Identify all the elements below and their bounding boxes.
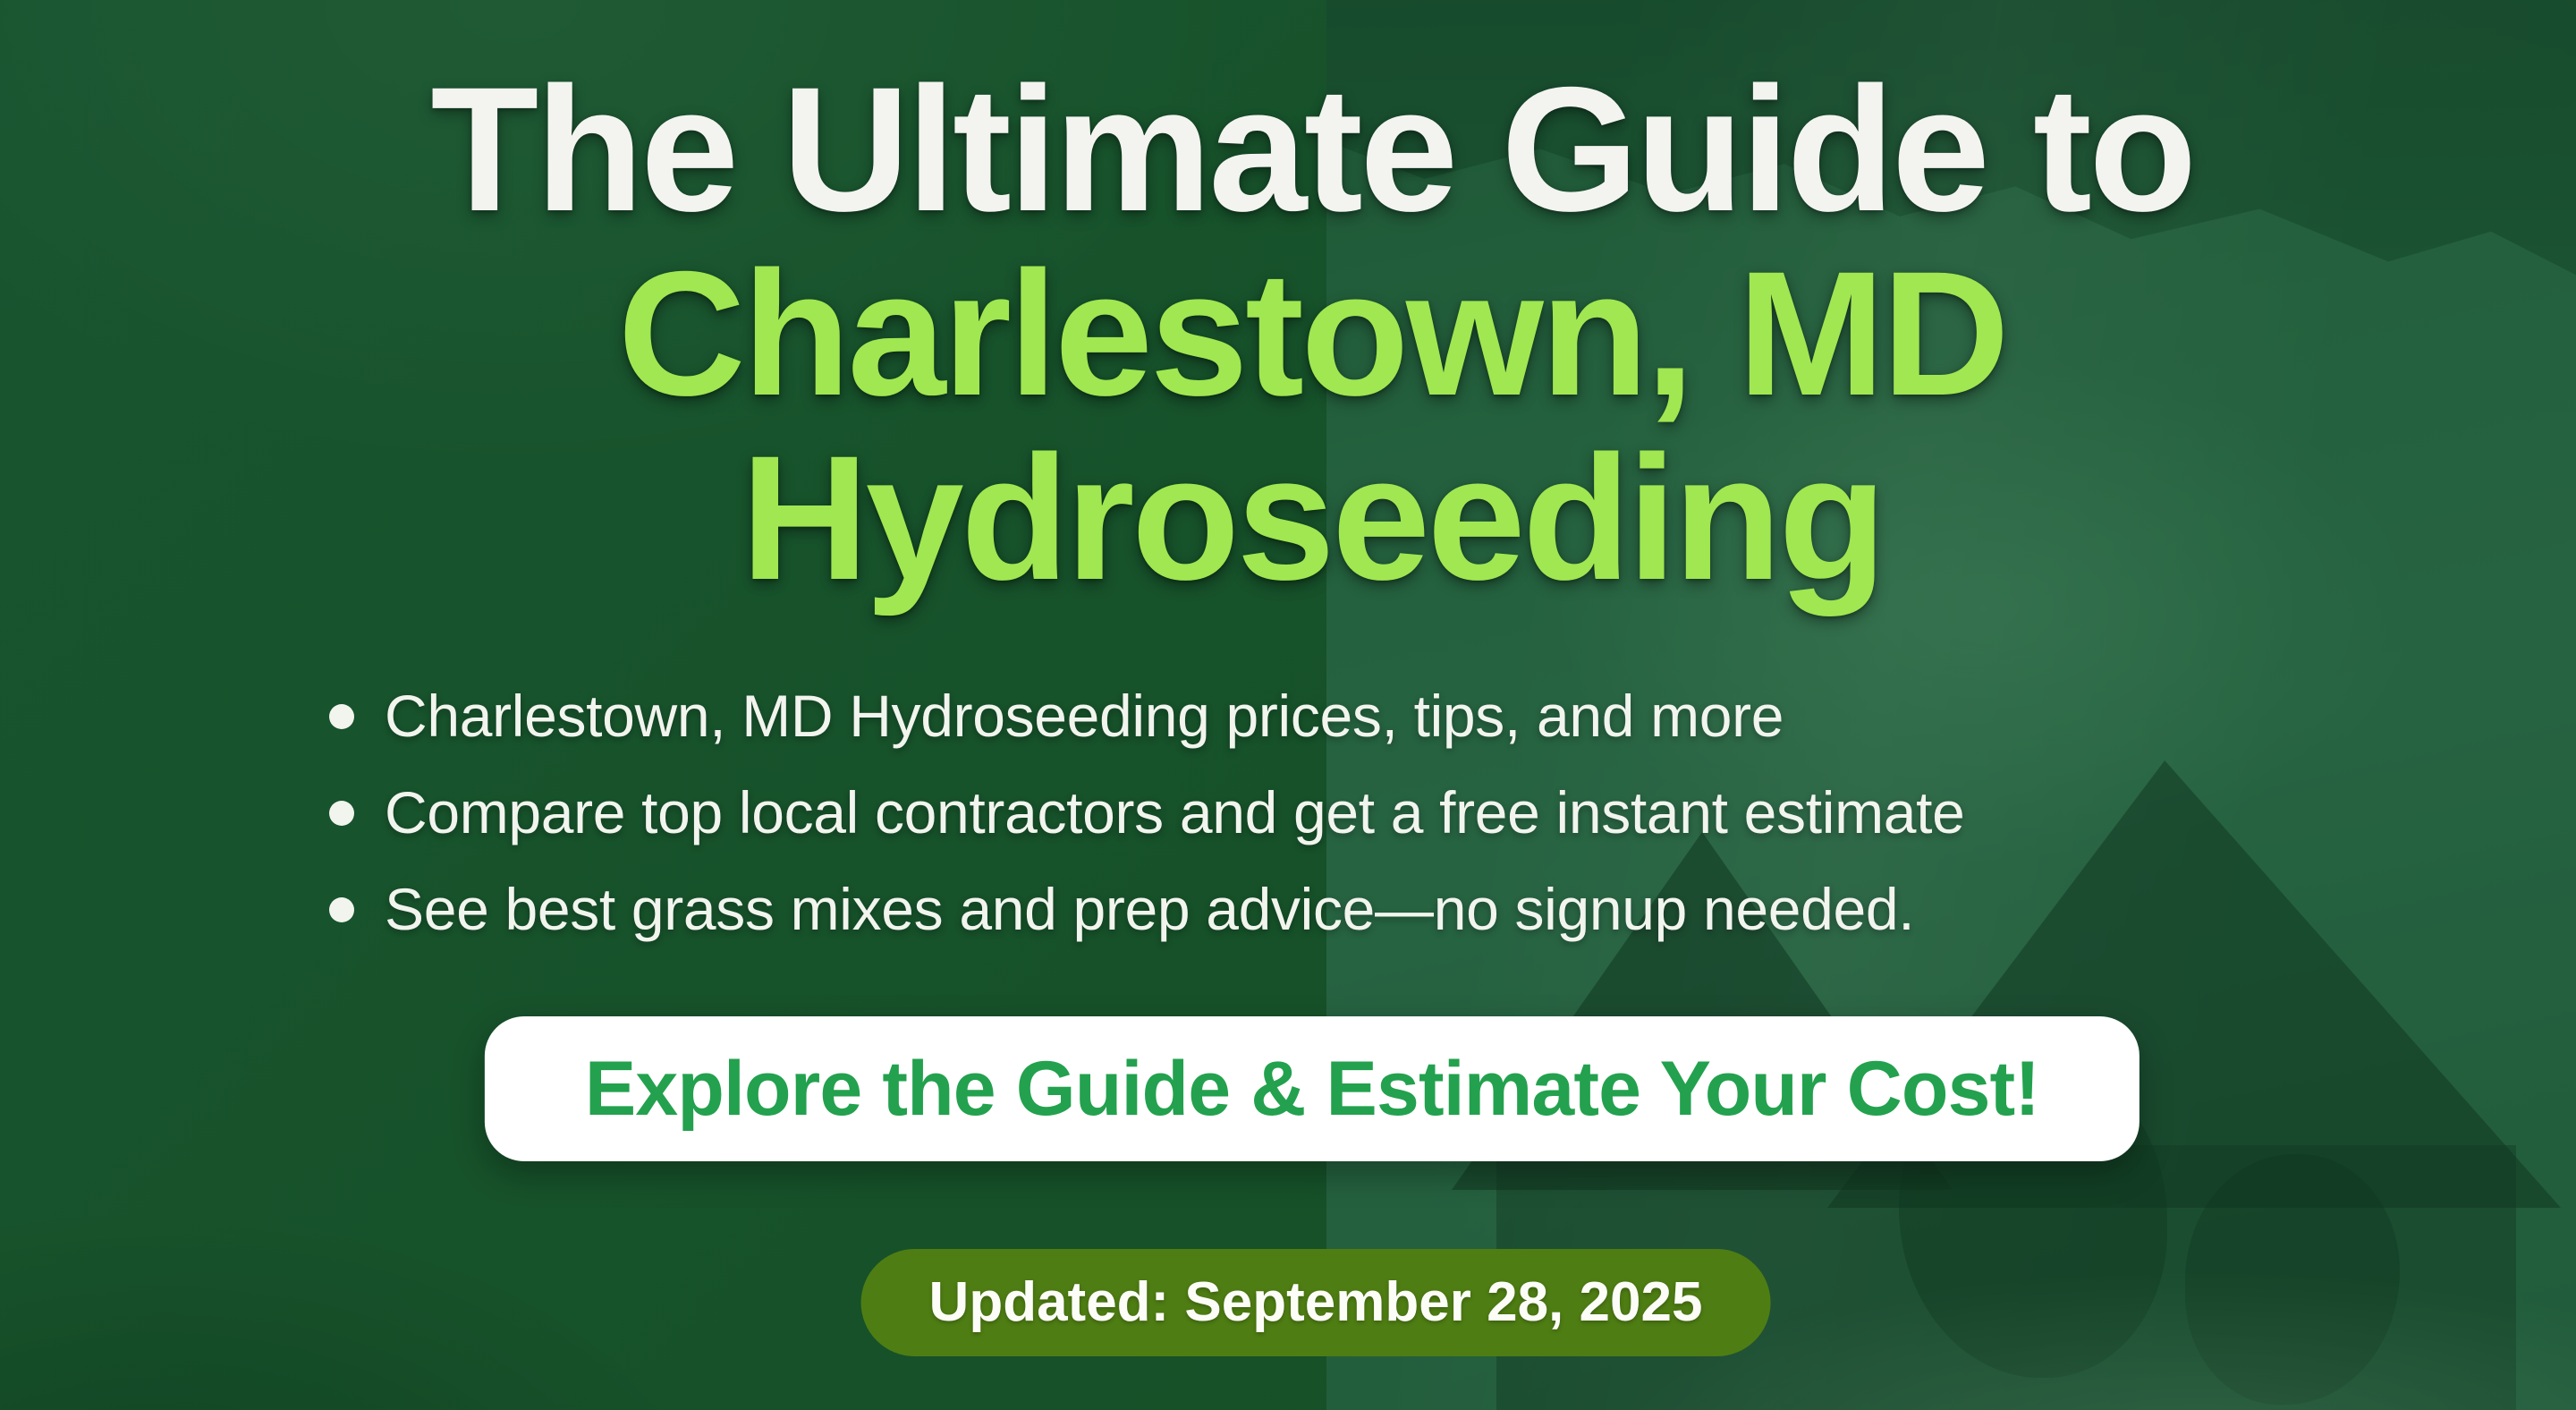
photo-bush-right [2185,1154,2400,1405]
feature-list: Charlestown, MD Hydroseeding prices, tip… [329,683,1965,975]
title-line-2: Charlestown, MD [617,234,2010,432]
title-line-1: The Ultimate Guide to [430,50,2197,248]
bullet-text: See best grass mixes and prep advice—no … [385,876,1915,942]
bullet-item: See best grass mixes and prep advice—no … [329,876,1964,942]
bullet-dot-icon [329,704,354,729]
bullet-dot-icon [329,897,354,922]
bullet-item: Charlestown, MD Hydroseeding prices, tip… [329,683,1964,749]
updated-badge: Updated: September 28, 2025 [860,1249,1771,1356]
bullet-item: Compare top local contractors and get a … [329,779,1965,845]
page-title: The Ultimate Guide to Charlestown, MD Hy… [0,57,2576,610]
photo-green-overlay [1326,0,2576,1410]
title-line-3: Hydroseeding [741,419,1886,616]
cta-button[interactable]: Explore the Guide & Estimate Your Cost! [484,1016,2140,1161]
bullet-dot-icon [329,801,354,826]
bullet-text: Charlestown, MD Hydroseeding prices, tip… [385,683,1784,749]
photo-grass-highlight [1401,268,2564,948]
background-photo [1326,0,2576,1410]
bullet-text: Compare top local contractors and get a … [385,779,1965,845]
